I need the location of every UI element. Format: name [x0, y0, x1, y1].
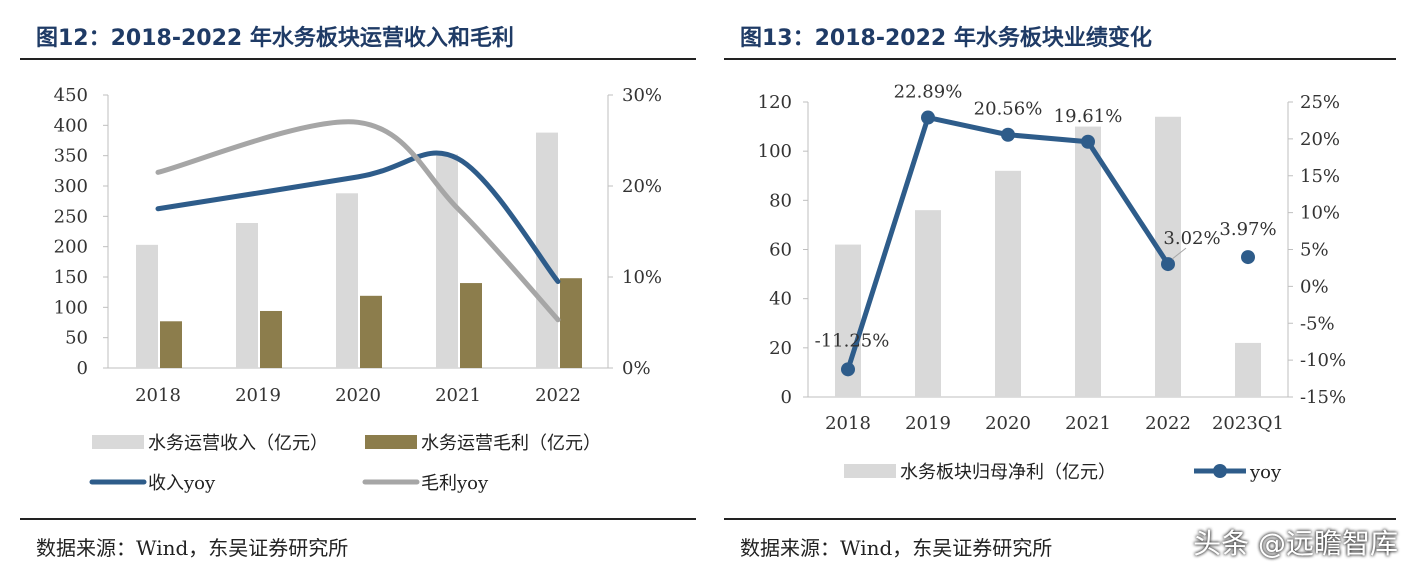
right-top-rule	[724, 58, 1396, 60]
bar	[236, 223, 258, 368]
legend-swatch	[844, 464, 896, 478]
left-bottom-rule	[20, 518, 696, 520]
legend-label: yoy	[1249, 462, 1282, 483]
legend-label: 水务运营收入（亿元）	[148, 433, 328, 454]
bar	[1155, 116, 1181, 397]
bar	[536, 132, 558, 368]
y-right-tick-label: 20%	[622, 176, 662, 197]
bar	[336, 193, 358, 368]
data-label: 19.61%	[1054, 106, 1123, 127]
y-right-tick-label: 15%	[1300, 166, 1340, 187]
y-left-tick-label: 400	[54, 115, 88, 136]
y-left-tick-label: 50	[65, 328, 88, 349]
x-tick-label: 2021	[1065, 413, 1111, 434]
left-figure: 图12：2018-2022 年水务板块运营收入和毛利 0 50 100 150 200 2…	[20, 0, 696, 579]
y-left-tick-label: 150	[54, 267, 88, 288]
bar	[360, 295, 382, 368]
watermark: 头条 @远瞻智库	[1193, 527, 1398, 560]
y-left-tick-label: 100	[758, 141, 792, 162]
series-line	[155, 119, 561, 323]
bar	[1075, 126, 1101, 397]
right-bottom-rule	[724, 518, 1396, 520]
x-tick-label: 2019	[235, 385, 281, 406]
data-label: -11.25%	[815, 330, 890, 351]
y-right-tick-label: 30%	[622, 85, 662, 106]
bar	[915, 210, 941, 397]
y-left-tick-label: 250	[54, 206, 88, 227]
bar	[160, 321, 182, 368]
y-left-tick-label: 60	[769, 240, 792, 261]
data-label: 3.02%	[1163, 228, 1220, 249]
legend-swatch	[365, 435, 417, 449]
right-figure: 图13：2018-2022 年水务板块业绩变化 0 20 40 60 80 100 120 -…	[724, 0, 1396, 579]
series-point	[1241, 250, 1255, 265]
series-point	[1161, 257, 1175, 272]
y-left-tick-label: 350	[54, 146, 88, 167]
y-left-tick-label: 80	[769, 190, 792, 211]
y-right-tick-label: 10%	[622, 267, 662, 288]
bar	[260, 310, 282, 368]
y-right-tick-label: 20%	[1300, 129, 1340, 150]
y-right-tick-label: 10%	[1300, 203, 1340, 224]
y-right-tick-label: 5%	[1300, 240, 1329, 261]
bar	[995, 170, 1021, 397]
x-tick-label: 2018	[825, 413, 871, 434]
legend-label: 水务板块归母净利（亿元）	[900, 462, 1116, 483]
x-tick-label: 2021	[435, 385, 481, 406]
y-right-tick-label: 0%	[622, 358, 651, 379]
bar	[560, 278, 582, 368]
series-point	[841, 362, 855, 377]
y-right-tick-label: -15%	[1300, 387, 1346, 408]
y-left-tick-label: 40	[769, 289, 792, 310]
legend-label: 收入yoy	[148, 473, 216, 494]
legend-label: 水务运营毛利（亿元）	[421, 433, 601, 454]
y-left-tick-label: 200	[54, 237, 88, 258]
x-tick-label: 2020	[335, 385, 381, 406]
x-tick-label: 2023Q1	[1212, 413, 1284, 434]
data-label: 22.89%	[894, 82, 963, 103]
y-left-tick-label: 0	[77, 358, 88, 379]
y-left-tick-label: 300	[54, 176, 88, 197]
y-left-tick-label: 450	[54, 85, 88, 106]
y-right-tick-label: -5%	[1300, 313, 1335, 334]
y-left-tick-label: 20	[769, 338, 792, 359]
left-chart: 0 50 100 150 200 250 300 350 400 450 0% 10% 20% 30% 20…	[54, 85, 662, 494]
y-left-tick-label: 100	[54, 297, 88, 318]
bar	[460, 283, 482, 368]
y-left-tick-label: 120	[758, 92, 792, 113]
series-line	[155, 150, 561, 285]
data-label: 3.97%	[1219, 219, 1276, 240]
x-tick-label: 2022	[535, 385, 581, 406]
legend-label: 毛利yoy	[421, 473, 489, 494]
series-point	[1081, 134, 1095, 149]
y-left-tick-label: 0	[781, 387, 792, 408]
right-source: 数据来源：Wind，东吴证券研究所	[740, 536, 1053, 560]
bar	[436, 154, 458, 368]
series-point	[921, 110, 935, 125]
data-label-leader	[1171, 247, 1187, 260]
right-chart: 0 20 40 60 80 100 120 -15% -10% -5% 0% 5% 10% 15% 20% 2…	[758, 82, 1346, 483]
data-label: 20.56%	[974, 99, 1043, 120]
x-tick-label: 2019	[905, 413, 951, 434]
left-figure-title: 图12：2018-2022 年水务板块运营收入和毛利	[36, 26, 514, 51]
legend-swatch	[92, 435, 144, 449]
x-tick-label: 2018	[135, 385, 181, 406]
left-top-rule	[20, 58, 696, 60]
y-right-tick-label: 25%	[1300, 92, 1340, 113]
right-figure-title: 图13：2018-2022 年水务板块业绩变化	[740, 26, 1152, 51]
legend-swatch-marker	[1213, 464, 1227, 478]
bar	[1235, 342, 1261, 397]
y-right-tick-label: 0%	[1300, 276, 1329, 297]
bar	[136, 244, 158, 368]
y-right-tick-label: -10%	[1300, 350, 1346, 371]
x-tick-label: 2022	[1145, 413, 1191, 434]
left-source: 数据来源：Wind，东吴证券研究所	[36, 536, 349, 560]
x-tick-label: 2020	[985, 413, 1031, 434]
series-point	[1001, 127, 1015, 142]
